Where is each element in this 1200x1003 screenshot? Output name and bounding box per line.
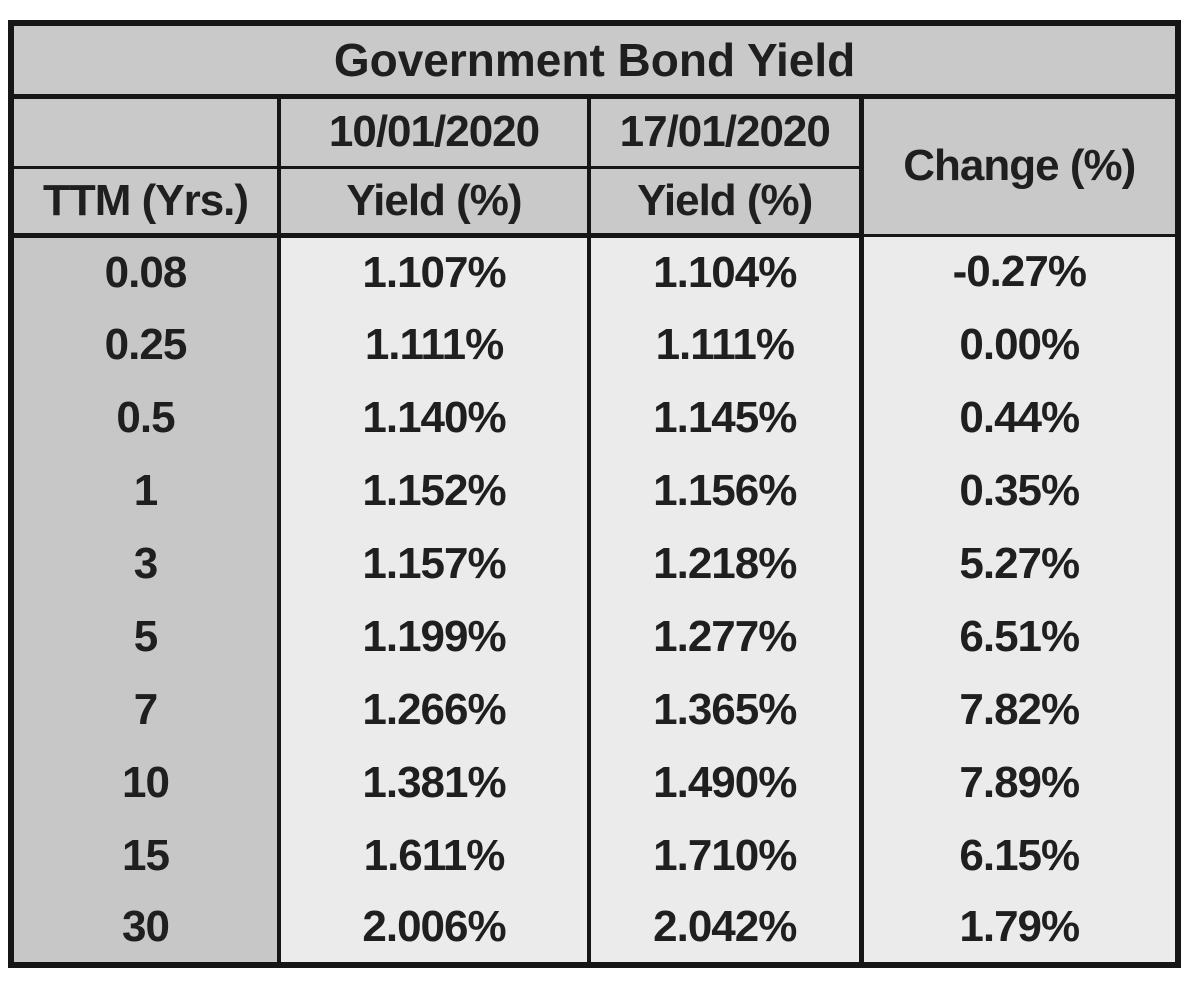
table-row: 5 1.199% 1.277% 6.51% <box>11 600 1179 673</box>
yield2-cell: 1.218% <box>587 527 861 600</box>
table-title: Government Bond Yield <box>11 23 1179 99</box>
ttm-cell: 0.08 <box>11 235 279 308</box>
header-row-dates: 10/01/2020 17/01/2020 Change (%) <box>11 96 1179 237</box>
col-header-ttm: TTM (Yrs.) <box>11 167 279 238</box>
table-row: 0.5 1.140% 1.145% 0.44% <box>11 381 1179 454</box>
change-cell: 7.82% <box>858 673 1179 746</box>
ttm-cell: 30 <box>11 892 279 965</box>
title-row: Government Bond Yield <box>11 23 1179 99</box>
yield2-cell: 1.104% <box>587 235 861 308</box>
table-row: 7 1.266% 1.365% 7.82% <box>11 673 1179 746</box>
change-cell: 5.27% <box>858 527 1179 600</box>
table-row: 30 2.006% 2.042% 1.79% <box>11 892 1179 965</box>
col-header-date-1: 10/01/2020 <box>277 96 589 169</box>
col-header-change: Change (%) <box>858 96 1179 237</box>
ttm-cell: 1 <box>11 454 279 527</box>
yield1-cell: 1.199% <box>277 600 589 673</box>
table-row: 10 1.381% 1.490% 7.89% <box>11 746 1179 819</box>
ttm-cell: 5 <box>11 600 279 673</box>
ttm-cell: 7 <box>11 673 279 746</box>
yield1-cell: 1.107% <box>277 235 589 308</box>
government-bond-yield-table: Government Bond Yield 10/01/2020 17/01/2… <box>8 20 1182 968</box>
yield2-cell: 1.145% <box>587 381 861 454</box>
yield1-cell: 1.111% <box>277 308 589 381</box>
yield2-cell: 1.365% <box>587 673 861 746</box>
yield1-cell: 1.266% <box>277 673 589 746</box>
header-spacer-cell <box>11 96 279 169</box>
yield1-cell: 2.006% <box>277 892 589 965</box>
yield1-cell: 1.381% <box>277 746 589 819</box>
ttm-cell: 3 <box>11 527 279 600</box>
ttm-cell: 0.5 <box>11 381 279 454</box>
yield2-cell: 2.042% <box>587 892 861 965</box>
col-header-yield-2: Yield (%) <box>587 167 861 238</box>
yield2-cell: 1.277% <box>587 600 861 673</box>
yield2-cell: 1.490% <box>587 746 861 819</box>
table-row: 1 1.152% 1.156% 0.35% <box>11 454 1179 527</box>
table-row: 15 1.611% 1.710% 6.15% <box>11 819 1179 892</box>
ttm-cell: 15 <box>11 819 279 892</box>
change-cell: 1.79% <box>858 892 1179 965</box>
change-cell: 6.15% <box>858 819 1179 892</box>
change-cell: 6.51% <box>858 600 1179 673</box>
col-header-date-2: 17/01/2020 <box>587 96 861 169</box>
change-cell: 0.44% <box>858 381 1179 454</box>
yield1-cell: 1.152% <box>277 454 589 527</box>
ttm-cell: 0.25 <box>11 308 279 381</box>
yield2-cell: 1.710% <box>587 819 861 892</box>
ttm-cell: 10 <box>11 746 279 819</box>
yield1-cell: 1.611% <box>277 819 589 892</box>
col-header-yield-1: Yield (%) <box>277 167 589 238</box>
yield1-cell: 1.157% <box>277 527 589 600</box>
table-row: 3 1.157% 1.218% 5.27% <box>11 527 1179 600</box>
yield2-cell: 1.156% <box>587 454 861 527</box>
yield2-cell: 1.111% <box>587 308 861 381</box>
change-cell: 0.35% <box>858 454 1179 527</box>
change-cell: 0.00% <box>858 308 1179 381</box>
table-row: 0.08 1.107% 1.104% -0.27% <box>11 235 1179 308</box>
header-row-labels: TTM (Yrs.) Yield (%) Yield (%) <box>11 167 1178 238</box>
change-cell: 7.89% <box>858 746 1179 819</box>
yield1-cell: 1.140% <box>277 381 589 454</box>
table-row: 0.25 1.111% 1.111% 0.00% <box>11 308 1179 381</box>
change-cell: -0.27% <box>858 235 1179 308</box>
